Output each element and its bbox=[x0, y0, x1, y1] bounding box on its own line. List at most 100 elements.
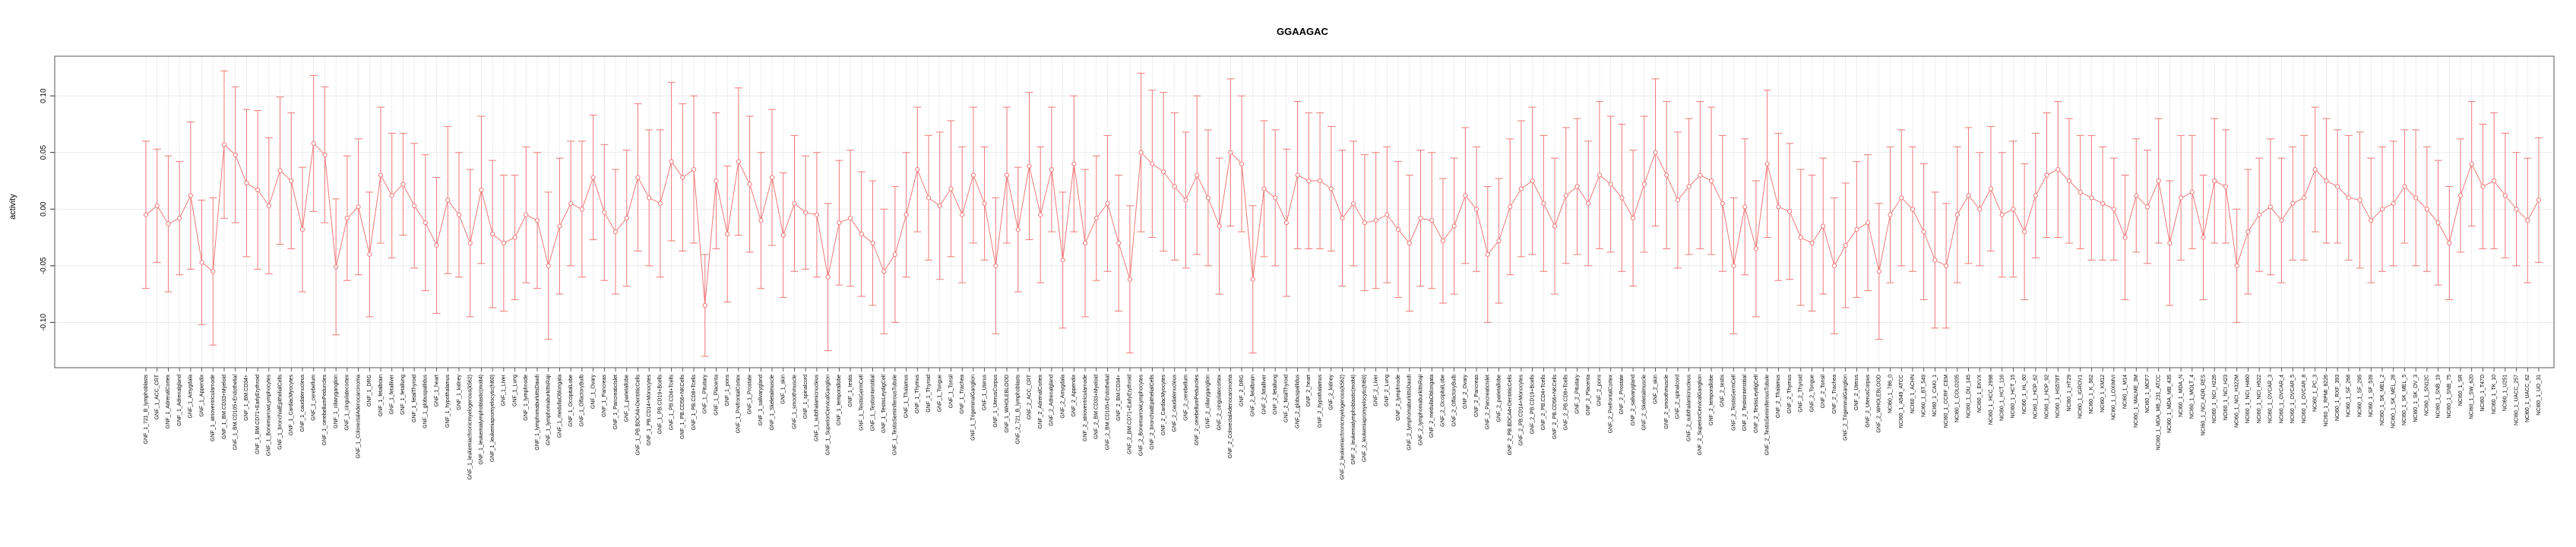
data-point[interactable] bbox=[847, 216, 853, 221]
data-point[interactable] bbox=[1283, 220, 1290, 226]
data-point[interactable] bbox=[1340, 216, 1345, 221]
data-point[interactable] bbox=[1921, 229, 1926, 235]
data-point[interactable] bbox=[1786, 209, 1793, 214]
data-point[interactable] bbox=[1698, 172, 1703, 178]
data-point[interactable] bbox=[2346, 195, 2351, 201]
data-point[interactable] bbox=[1675, 198, 1681, 203]
data-point[interactable] bbox=[1217, 223, 1222, 229]
data-point[interactable] bbox=[1764, 161, 1770, 166]
data-point[interactable] bbox=[143, 212, 149, 217]
data-point[interactable] bbox=[1306, 178, 1312, 184]
data-point[interactable] bbox=[1463, 193, 1468, 198]
data-point[interactable] bbox=[1205, 195, 1211, 201]
data-point[interactable] bbox=[177, 216, 182, 221]
data-point[interactable] bbox=[870, 240, 875, 246]
data-point[interactable] bbox=[1127, 277, 1133, 282]
data-point[interactable] bbox=[244, 180, 249, 186]
data-point[interactable] bbox=[669, 159, 674, 164]
data-point[interactable] bbox=[1731, 263, 1736, 268]
data-point[interactable] bbox=[2055, 166, 2061, 172]
data-point[interactable] bbox=[1004, 172, 1010, 178]
data-point[interactable] bbox=[982, 201, 987, 206]
data-point[interactable] bbox=[825, 274, 831, 280]
data-point[interactable] bbox=[2290, 201, 2296, 206]
data-point[interactable] bbox=[1843, 242, 1848, 248]
data-point[interactable] bbox=[1888, 212, 1893, 217]
data-point[interactable] bbox=[1899, 195, 1904, 201]
data-point[interactable] bbox=[2089, 195, 2094, 201]
data-point[interactable] bbox=[2134, 193, 2139, 198]
data-point[interactable] bbox=[299, 227, 305, 232]
data-point[interactable] bbox=[1508, 204, 1513, 210]
data-point[interactable] bbox=[400, 182, 406, 187]
data-point[interactable] bbox=[2167, 240, 2173, 246]
data-point[interactable] bbox=[993, 263, 998, 268]
data-point[interactable] bbox=[792, 201, 797, 206]
data-point[interactable] bbox=[2402, 184, 2407, 189]
data-point[interactable] bbox=[1195, 172, 1200, 178]
data-point[interactable] bbox=[1932, 258, 1938, 263]
data-point[interactable] bbox=[2301, 195, 2307, 201]
data-point[interactable] bbox=[1552, 223, 1558, 229]
data-point[interactable] bbox=[1060, 258, 1065, 263]
data-point[interactable] bbox=[960, 212, 965, 217]
data-point[interactable] bbox=[1049, 166, 1055, 172]
data-point[interactable] bbox=[725, 231, 730, 237]
data-point[interactable] bbox=[2223, 184, 2229, 189]
data-point[interactable] bbox=[2111, 207, 2116, 212]
data-point[interactable] bbox=[926, 195, 932, 201]
data-point[interactable] bbox=[289, 178, 294, 184]
data-point[interactable] bbox=[389, 193, 394, 198]
data-point[interactable] bbox=[2100, 201, 2106, 206]
data-point[interactable] bbox=[635, 175, 641, 180]
data-point[interactable] bbox=[277, 168, 283, 173]
data-point[interactable] bbox=[1183, 198, 1188, 203]
data-point[interactable] bbox=[1473, 207, 1479, 212]
data-point[interactable] bbox=[1295, 172, 1300, 178]
data-point[interactable] bbox=[1261, 186, 1267, 191]
data-point[interactable] bbox=[1753, 246, 1759, 251]
data-point[interactable] bbox=[2536, 198, 2542, 203]
data-point[interactable] bbox=[1876, 269, 1881, 274]
data-point[interactable] bbox=[1496, 238, 1502, 244]
data-point[interactable] bbox=[1619, 195, 1625, 201]
data-point[interactable] bbox=[1228, 150, 1233, 155]
data-point[interactable] bbox=[445, 198, 451, 203]
data-point[interactable] bbox=[2189, 189, 2195, 195]
data-point[interactable] bbox=[2078, 189, 2083, 195]
data-point[interactable] bbox=[2234, 263, 2239, 268]
data-point[interactable] bbox=[568, 201, 574, 206]
data-point[interactable] bbox=[602, 210, 607, 215]
data-point[interactable] bbox=[1451, 223, 1457, 229]
data-point[interactable] bbox=[501, 240, 506, 246]
data-point[interactable] bbox=[1954, 212, 1960, 217]
data-point[interactable] bbox=[680, 175, 685, 180]
data-point[interactable] bbox=[915, 166, 920, 172]
data-point[interactable] bbox=[166, 221, 171, 226]
data-point[interactable] bbox=[1082, 240, 1088, 246]
data-point[interactable] bbox=[2447, 240, 2452, 246]
data-point[interactable] bbox=[859, 231, 864, 237]
data-point[interactable] bbox=[2480, 184, 2486, 189]
data-point[interactable] bbox=[378, 172, 384, 178]
data-point[interactable] bbox=[702, 302, 707, 308]
data-point[interactable] bbox=[1530, 178, 1535, 184]
data-point[interactable] bbox=[2267, 204, 2273, 210]
data-point[interactable] bbox=[1150, 161, 1155, 166]
data-point[interactable] bbox=[311, 141, 316, 146]
data-point[interactable] bbox=[612, 229, 619, 235]
data-point[interactable] bbox=[970, 172, 976, 178]
data-point[interactable] bbox=[1541, 201, 1546, 206]
data-point[interactable] bbox=[1563, 193, 1568, 198]
data-point[interactable] bbox=[1944, 263, 1949, 268]
data-point[interactable] bbox=[1116, 240, 1122, 246]
data-point[interactable] bbox=[2525, 218, 2530, 223]
data-point[interactable] bbox=[1518, 186, 1524, 191]
data-point[interactable] bbox=[2179, 195, 2184, 201]
data-point[interactable] bbox=[2335, 184, 2340, 189]
data-point[interactable] bbox=[579, 207, 584, 212]
data-point[interactable] bbox=[758, 218, 764, 223]
data-point[interactable] bbox=[467, 240, 473, 246]
data-point[interactable] bbox=[1385, 212, 1390, 217]
data-point[interactable] bbox=[1273, 195, 1278, 201]
